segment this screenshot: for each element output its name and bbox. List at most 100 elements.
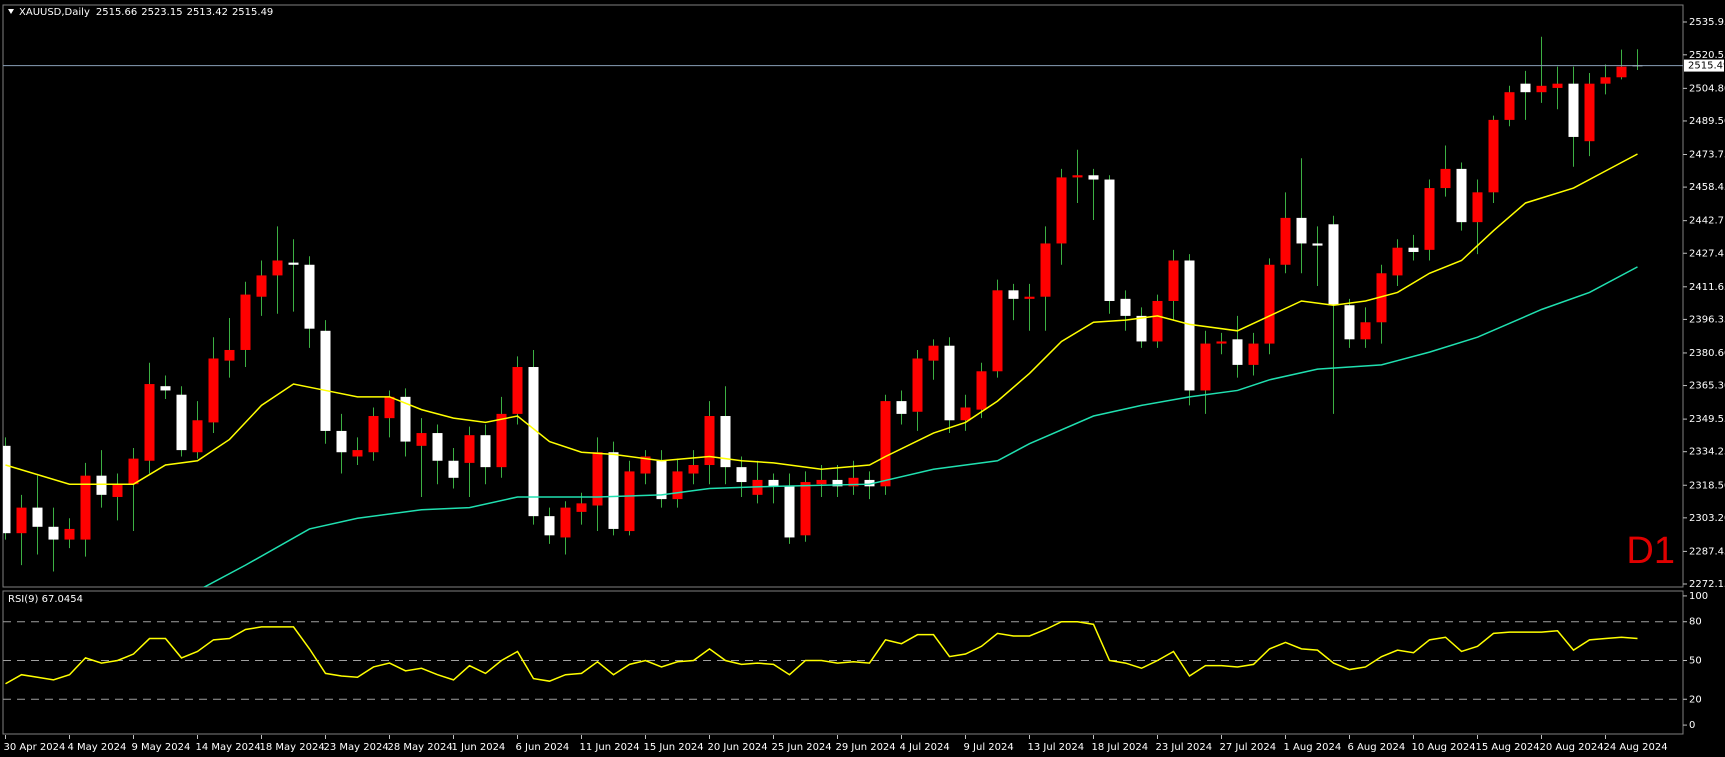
- candle-body: [944, 345, 955, 421]
- x-tick-label: 4 Jul 2024: [900, 742, 950, 753]
- x-tick-label: 15 Aug 2024: [1476, 742, 1540, 753]
- candle-body: [1152, 300, 1163, 342]
- x-tick-label: 6 Jun 2024: [516, 742, 570, 753]
- candle-body: [656, 460, 667, 500]
- pane-frame: [2, 590, 1684, 735]
- y-tick-label: 2442.7: [1689, 216, 1724, 227]
- candle-body: [608, 452, 619, 529]
- candle-body: [672, 471, 683, 500]
- candle-body: [496, 413, 507, 468]
- candle-body: [3, 445, 11, 534]
- y-tick-label: 50: [1689, 655, 1702, 666]
- y-tick-label: 2411.65: [1689, 282, 1725, 293]
- y-tick-label: 2318.50: [1689, 480, 1725, 491]
- candle-body: [1472, 192, 1483, 223]
- moving-average: [5, 153, 1638, 485]
- candle-body: [1504, 92, 1515, 120]
- candle-body: [1584, 83, 1595, 142]
- indicator-title: RSI(9) 67.0454: [8, 594, 83, 605]
- candle-body: [544, 516, 555, 536]
- candle-body: [1328, 224, 1339, 306]
- candle-body: [80, 475, 91, 540]
- candle-body: [1616, 66, 1627, 78]
- candle-body: [1360, 322, 1371, 340]
- candle-body: [528, 367, 539, 517]
- y-tick-label: 20: [1689, 694, 1702, 705]
- candle-body: [976, 371, 987, 410]
- candle-body: [176, 394, 187, 451]
- candle-body: [160, 386, 171, 391]
- candle-body: [800, 482, 811, 536]
- y-tick-label: 80: [1689, 617, 1702, 628]
- candle-body: [576, 503, 587, 512]
- candle-body: [720, 416, 731, 468]
- candle-body: [1168, 260, 1179, 301]
- y-tick-label: 2489.50: [1689, 116, 1725, 127]
- candle-body: [896, 401, 907, 414]
- candle-body: [112, 484, 123, 497]
- candle-body: [832, 479, 843, 487]
- candle-body: [368, 416, 379, 453]
- x-tick-label: 9 May 2024: [132, 742, 191, 753]
- x-tick-label: 4 May 2024: [68, 742, 127, 753]
- x-tick-label: 24 Aug 2024: [1604, 742, 1668, 753]
- candle-body: [784, 486, 795, 538]
- candle-body: [336, 430, 347, 453]
- current-price-box: [1684, 59, 1724, 72]
- candle-body: [272, 260, 283, 276]
- x-tick-label: 23 May 2024: [324, 742, 389, 753]
- plot-area: [3, 620, 1683, 700]
- candle-body: [1424, 188, 1435, 250]
- candle-body: [704, 416, 715, 466]
- candle-body: [208, 358, 219, 423]
- y-tick-label: 2458.45: [1689, 182, 1725, 193]
- candle-body: [1296, 217, 1307, 244]
- pane-frame: [2, 4, 1684, 588]
- candle-body: [1568, 83, 1579, 137]
- moving-average: [202, 266, 1638, 587]
- x-tick-label: 20 Jun 2024: [708, 742, 768, 753]
- y-tick-label: 2303.20: [1689, 513, 1725, 524]
- candle-body: [1104, 179, 1115, 301]
- y-tick-label: 2365.30: [1689, 381, 1725, 392]
- candle-body: [480, 435, 491, 468]
- candle-body: [32, 507, 43, 527]
- low-value: 2513.42: [187, 7, 228, 18]
- x-tick-label: 18 May 2024: [260, 742, 325, 753]
- y-tick-label: 2504.80: [1689, 83, 1725, 94]
- x-tick-label: 23 Jul 2024: [1156, 742, 1213, 753]
- x-tick-label: 25 Jun 2024: [772, 742, 832, 753]
- candle-body: [768, 479, 779, 487]
- candle-body: [144, 384, 155, 461]
- x-tick-label: 30 Apr 2024: [4, 742, 66, 753]
- x-tick-label: 1 Aug 2024: [1284, 742, 1342, 753]
- candle-body: [880, 401, 891, 487]
- candle-body: [1600, 77, 1611, 84]
- candle-body: [1440, 168, 1451, 189]
- candle-body: [1056, 177, 1067, 244]
- candle-body: [48, 526, 59, 540]
- candle-body: [736, 467, 747, 483]
- menu-arrow[interactable]: [8, 9, 14, 14]
- candle-body: [240, 294, 251, 350]
- x-tick-label: 11 Jun 2024: [580, 742, 640, 753]
- y-tick-label: 2287.45: [1689, 546, 1725, 557]
- x-tick-label: 13 Jul 2024: [1028, 742, 1085, 753]
- candle-body: [592, 452, 603, 506]
- candle-body: [1280, 217, 1291, 265]
- candle-body: [1264, 264, 1275, 344]
- candle-body: [1456, 168, 1467, 223]
- candle-body: [624, 471, 635, 532]
- candle-body: [352, 450, 363, 457]
- x-tick-label: 15 Jun 2024: [644, 742, 704, 753]
- candle-body: [256, 275, 267, 297]
- x-tick-label: 27 Jul 2024: [1220, 742, 1277, 753]
- candle-body: [1552, 83, 1563, 88]
- y-tick-label: 2349.55: [1689, 414, 1725, 425]
- y-tick-label: 2334.25: [1689, 447, 1725, 458]
- candle-body: [416, 433, 427, 446]
- chart-header: XAUUSD,Daily 2515.66 2523.15 2513.42 2515.49: [19, 7, 273, 18]
- candle-body: [912, 358, 923, 412]
- candle-body: [224, 349, 235, 361]
